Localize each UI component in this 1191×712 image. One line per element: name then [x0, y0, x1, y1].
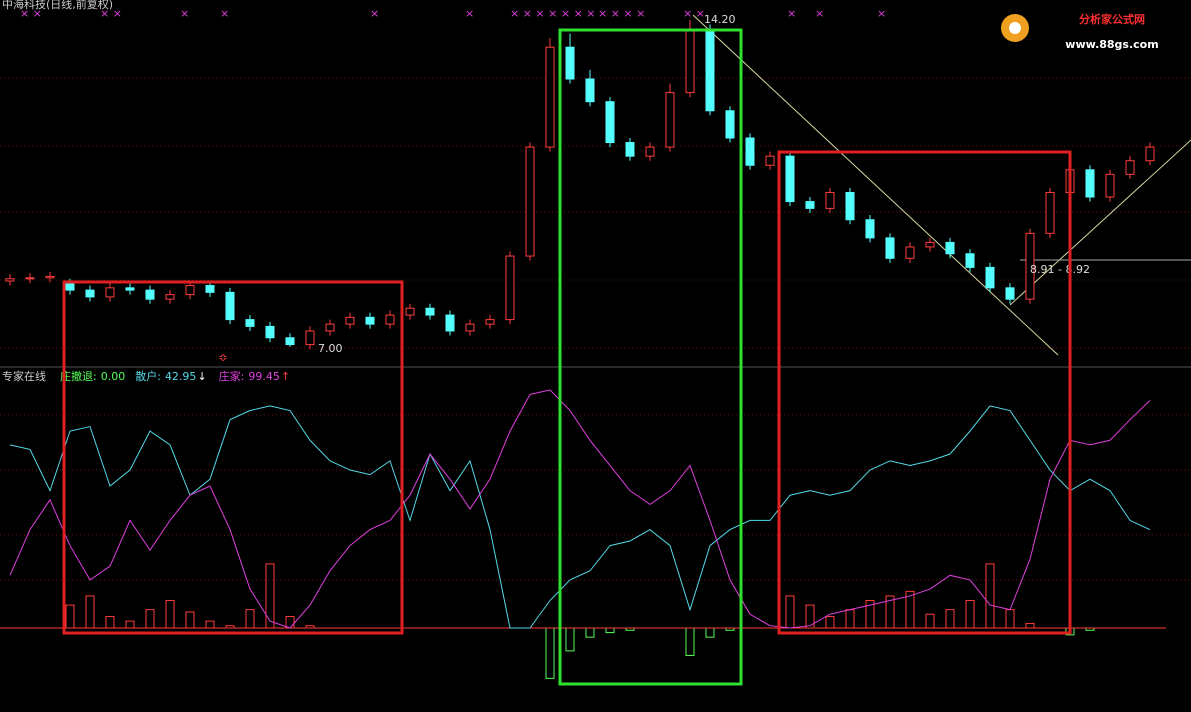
candle-body [525, 146, 535, 257]
highlight-boxes [62, 28, 1072, 686]
candle-body [645, 146, 655, 157]
candle-body [825, 191, 835, 209]
logo-title: 分析家公式网 [1079, 12, 1145, 26]
candle-body [1125, 160, 1135, 175]
readout-arrow: ↑ [281, 370, 290, 383]
svg-text:×: × [815, 7, 824, 20]
candle-body [845, 191, 855, 221]
candle-body [485, 319, 495, 325]
candle-body [285, 337, 295, 346]
candle-body [505, 255, 515, 321]
candle-body [945, 241, 955, 255]
readout-name: 庄家: [219, 369, 245, 383]
candle-body [965, 253, 975, 268]
candle-body [785, 155, 795, 203]
readout-name: 庄撤退: [60, 369, 97, 383]
readout-value: 42.95 [165, 370, 197, 383]
candle-body [685, 28, 695, 94]
readout-arrow: ↓ [197, 370, 206, 383]
candle-body [145, 289, 155, 300]
candle-body [385, 314, 395, 325]
candle-body [605, 101, 615, 144]
candle-body [905, 246, 915, 259]
logo-url: www.88gs.com [1065, 38, 1158, 51]
candle-body [885, 237, 895, 259]
candle-body [225, 291, 235, 321]
candle-body [125, 287, 135, 291]
price-annotation: 8.91 - 8.92 [1030, 263, 1090, 276]
candle-body [185, 285, 195, 296]
indicator-title: 专家在线 [2, 369, 46, 383]
trend-line [692, 14, 1059, 356]
svg-text:× × × ×: × × × × [598, 7, 645, 20]
svg-text:× ×: × × [683, 7, 705, 20]
candle-body [565, 46, 575, 80]
candle-body [45, 275, 55, 279]
candle-body [305, 330, 315, 346]
candle-body [1085, 169, 1095, 198]
candle-body [745, 137, 755, 166]
markers: × × × × × × × × × × × × × × × × × × × × × × × × [20, 7, 886, 20]
candle-body [425, 307, 435, 316]
candle-body [1145, 146, 1155, 162]
plot: 14.20 7.00 8.91 - 8.92 庄撤退: 0.00 散户: 42.95 ↓ 庄家:… [0, 13, 1166, 679]
candle-body [85, 289, 95, 298]
svg-text:× ×: × × [20, 7, 42, 20]
indicator-line [9, 389, 1151, 629]
readout-value: 99.45 [248, 370, 280, 383]
candle-body [865, 219, 875, 239]
candle-body [365, 316, 375, 325]
price-annotation: 7.00 [318, 342, 343, 355]
svg-text:×: × [180, 7, 189, 20]
indicator-line [9, 405, 1151, 629]
candle-body [325, 323, 335, 332]
svg-text:× ×: × × [100, 7, 122, 20]
candle-body [805, 201, 815, 209]
svg-text:×: × [877, 7, 886, 20]
candle-body [245, 319, 255, 327]
candle-body [545, 46, 555, 148]
logo: 分析家公式网 www.88gs.com [1001, 12, 1159, 51]
candle-body [465, 323, 475, 332]
candle-body [585, 78, 595, 103]
candle-body [445, 314, 455, 332]
candle-body [1005, 287, 1015, 300]
candle-body [105, 287, 115, 298]
candle-body [985, 266, 995, 289]
candle-body [765, 155, 775, 166]
candle-body [625, 142, 635, 157]
candle-body [1105, 173, 1115, 198]
svg-text:×: × [370, 7, 379, 20]
candle-body [1045, 191, 1055, 234]
svg-text:×: × [465, 7, 474, 20]
candle-body [405, 307, 415, 316]
candle-body [265, 325, 275, 339]
candle-body [165, 294, 175, 300]
candle-body [725, 110, 735, 139]
svg-text:×: × [787, 7, 796, 20]
candle-body [665, 92, 675, 148]
signal-marker: ≎ [218, 351, 227, 364]
candle-body [205, 285, 215, 293]
candle-body [345, 316, 355, 325]
candle-body [65, 282, 75, 291]
logo-icon [1009, 22, 1021, 34]
svg-text:× × × × × × ×: × × × × × × × [510, 7, 596, 20]
trend-line [1009, 139, 1191, 306]
svg-text:×: × [220, 7, 229, 20]
candle-body [705, 28, 715, 112]
chart-title: 中海科技(日线,前复权) [2, 0, 113, 11]
candle-body [1025, 232, 1035, 300]
candle-body [25, 277, 35, 280]
candle-body [925, 241, 935, 248]
candle-body [5, 278, 15, 282]
price-annotation: 14.20 [704, 13, 736, 26]
readout-value: 0.00 [101, 370, 126, 383]
readout-name: 散户: [135, 369, 161, 383]
